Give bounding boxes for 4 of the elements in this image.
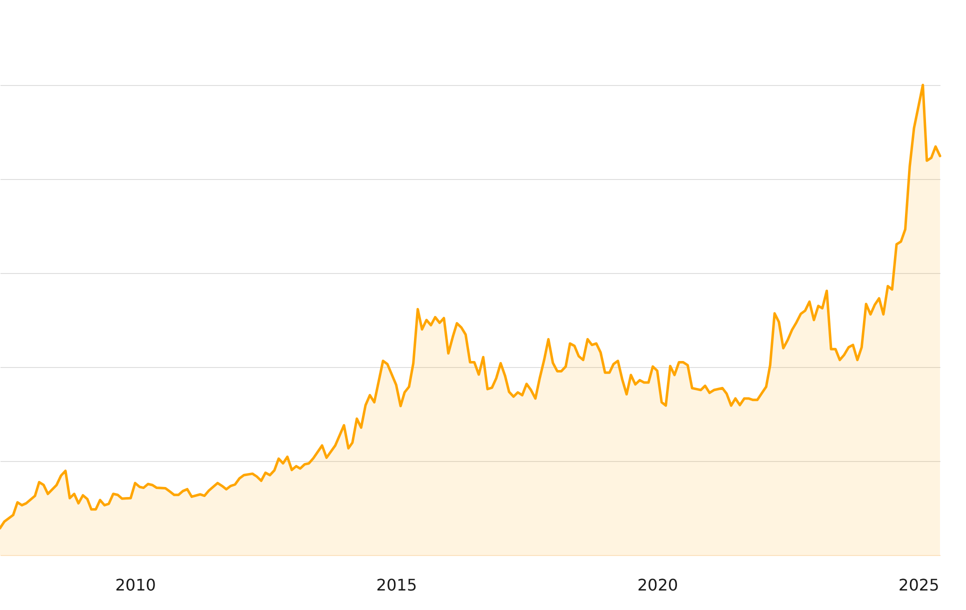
x-tick-label: 2025: [898, 576, 940, 594]
x-tick-label: 2020: [637, 576, 678, 594]
x-tick-label: 2015: [376, 576, 418, 594]
x-tick-label: 2010: [115, 576, 156, 594]
